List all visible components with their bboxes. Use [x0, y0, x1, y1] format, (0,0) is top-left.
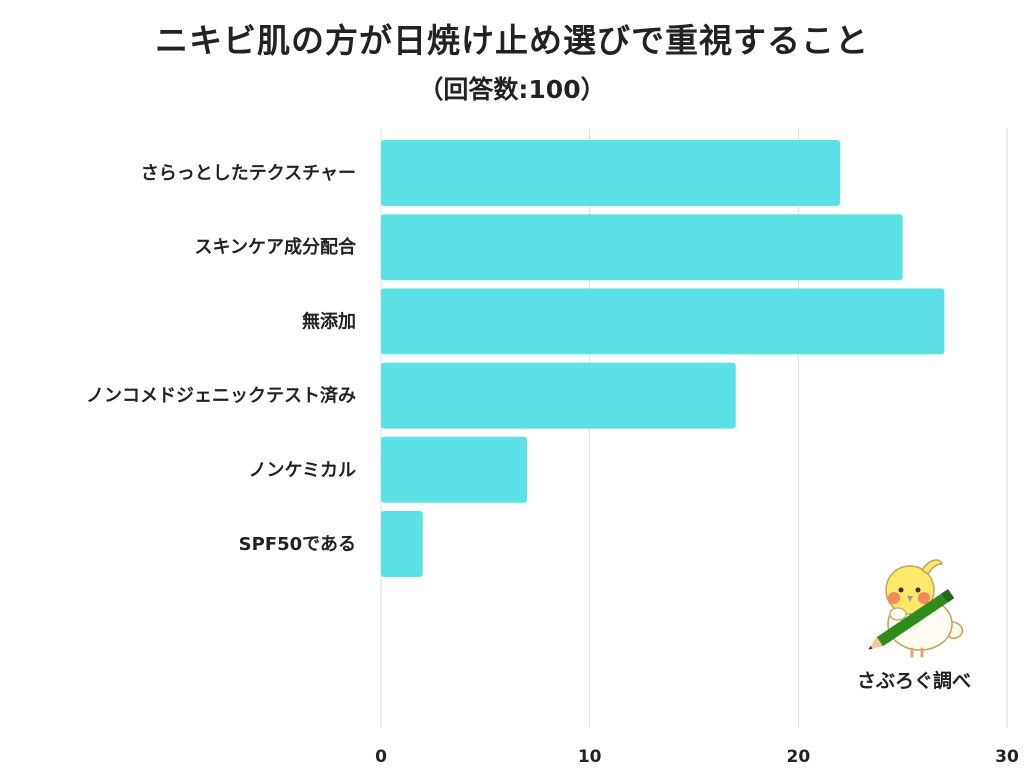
category-label: スキンケア成分配合 [195, 236, 357, 258]
x-tick-label: 20 [786, 747, 810, 767]
source-credit: さぶろぐ調べ [856, 670, 971, 692]
x-tick-label: 0 [375, 747, 387, 767]
bar [381, 362, 736, 429]
bar [381, 140, 841, 206]
bar [381, 436, 528, 503]
category-label: さらっとしたテクスチャー [141, 163, 356, 184]
chart-subtitle: （回答数:100） [418, 75, 606, 104]
category-label: 無添加 [302, 310, 356, 332]
chart-title: ニキビ肌の方が日焼け止め選びで重視すること [155, 21, 869, 60]
category-label: SPF50である [239, 534, 356, 555]
category-label: ノンケミカル [249, 460, 356, 481]
bar [381, 511, 423, 577]
x-tick-label: 10 [578, 747, 602, 767]
bird-mascot-icon [868, 559, 964, 658]
bar [381, 288, 945, 355]
category-label: ノンコメドジェニックテスト済み [86, 385, 356, 407]
bar [381, 214, 903, 281]
x-tick-label: 30 [995, 747, 1019, 767]
